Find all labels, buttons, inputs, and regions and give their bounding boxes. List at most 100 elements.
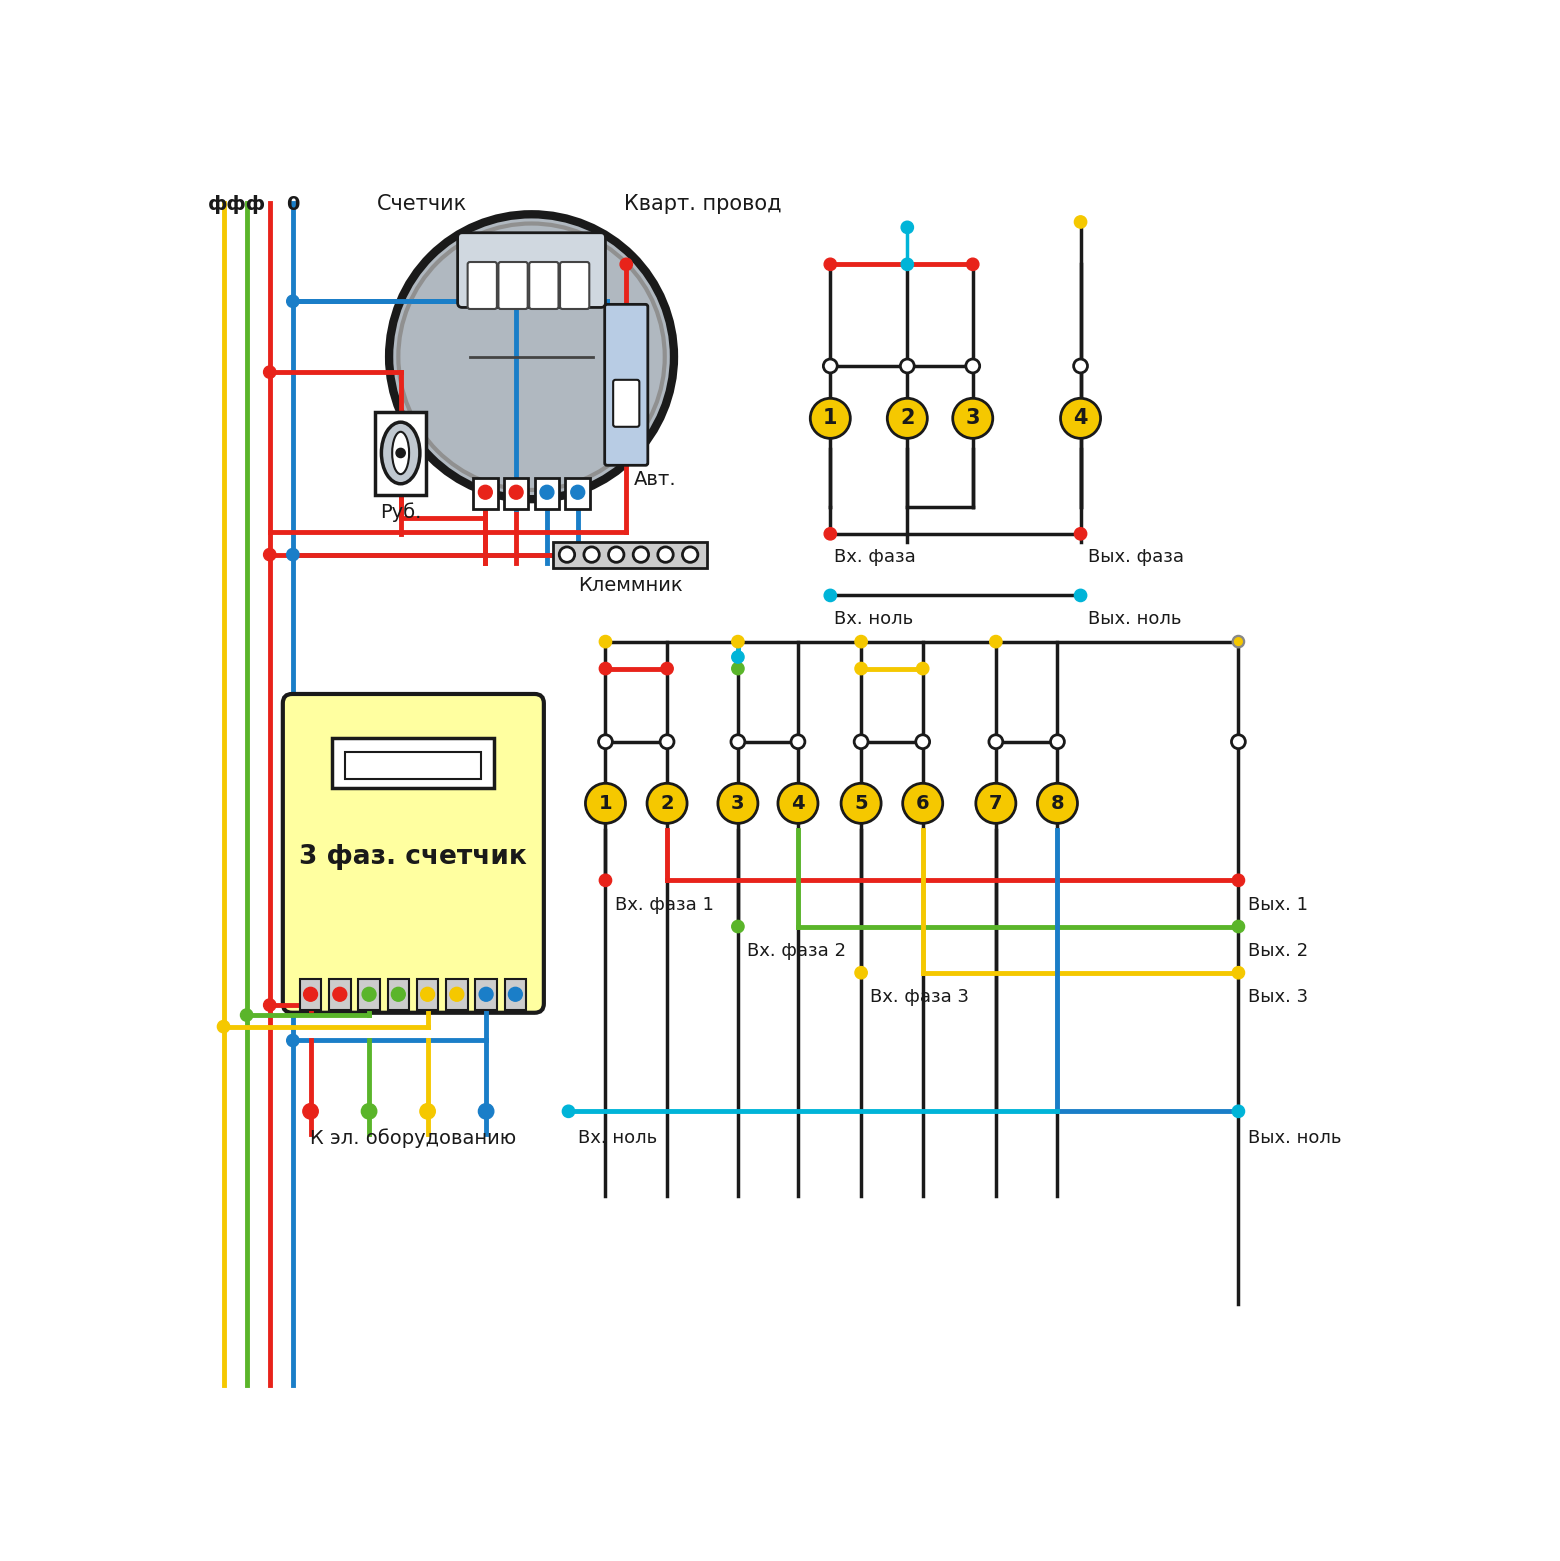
Circle shape [583, 546, 599, 562]
FancyBboxPatch shape [529, 262, 558, 309]
Circle shape [562, 1105, 574, 1118]
FancyBboxPatch shape [468, 262, 498, 309]
Circle shape [732, 651, 744, 663]
Circle shape [1075, 215, 1087, 228]
Circle shape [855, 966, 867, 979]
Circle shape [824, 528, 836, 540]
Circle shape [599, 635, 612, 648]
Circle shape [900, 359, 914, 373]
Circle shape [240, 1008, 253, 1021]
Text: Счетчик: Счетчик [378, 194, 468, 214]
Circle shape [1073, 359, 1087, 373]
Circle shape [332, 988, 346, 1001]
Text: 1: 1 [824, 409, 838, 428]
FancyBboxPatch shape [345, 752, 480, 779]
Circle shape [388, 214, 674, 500]
Circle shape [989, 735, 1003, 749]
Circle shape [585, 784, 626, 823]
Circle shape [303, 1104, 318, 1119]
Circle shape [658, 546, 674, 562]
Circle shape [264, 548, 276, 560]
Circle shape [479, 988, 493, 1001]
FancyBboxPatch shape [560, 262, 590, 309]
Text: Вых. фаза: Вых. фаза [1089, 548, 1184, 567]
Text: 4: 4 [1073, 409, 1087, 428]
FancyBboxPatch shape [300, 979, 321, 1010]
Circle shape [1232, 1105, 1245, 1118]
Circle shape [824, 588, 836, 601]
Ellipse shape [381, 421, 420, 484]
FancyBboxPatch shape [387, 979, 409, 1010]
Text: Вх. фаза 1: Вх. фаза 1 [615, 896, 713, 913]
Circle shape [810, 398, 850, 439]
Circle shape [732, 635, 744, 648]
FancyBboxPatch shape [476, 979, 498, 1010]
Circle shape [1232, 921, 1245, 932]
Text: Вх. фаза: Вх. фаза [835, 548, 916, 567]
Circle shape [732, 735, 744, 749]
Text: Кварт. провод: Кварт. провод [624, 194, 782, 214]
Text: Вых. 1: Вых. 1 [1248, 896, 1307, 913]
Circle shape [1234, 638, 1242, 645]
Circle shape [608, 546, 624, 562]
Circle shape [420, 1104, 435, 1119]
Circle shape [287, 1035, 300, 1046]
Circle shape [902, 222, 914, 234]
Circle shape [1061, 398, 1100, 439]
FancyBboxPatch shape [457, 233, 605, 308]
Ellipse shape [392, 432, 409, 475]
Circle shape [264, 999, 276, 1012]
Circle shape [1232, 874, 1245, 887]
Circle shape [599, 662, 612, 674]
Text: 4: 4 [791, 795, 805, 813]
Circle shape [903, 784, 942, 823]
Circle shape [449, 988, 463, 1001]
Text: 0: 0 [285, 195, 300, 214]
Circle shape [1050, 735, 1064, 749]
Circle shape [509, 485, 523, 500]
Text: 1: 1 [599, 795, 612, 813]
Circle shape [855, 735, 867, 749]
Text: 2: 2 [900, 409, 914, 428]
Circle shape [599, 874, 612, 887]
Circle shape [1075, 588, 1087, 601]
FancyBboxPatch shape [473, 478, 498, 509]
Circle shape [902, 258, 914, 270]
Circle shape [841, 784, 881, 823]
Text: Вх. ноль: Вх. ноль [835, 609, 914, 628]
Text: Вых. 2: Вых. 2 [1248, 943, 1307, 960]
Circle shape [287, 295, 300, 308]
Circle shape [1232, 966, 1245, 979]
Circle shape [1037, 784, 1078, 823]
Text: ффф: ффф [209, 195, 267, 214]
Circle shape [977, 784, 1016, 823]
Circle shape [421, 988, 435, 1001]
Text: Руб.: Руб. [381, 503, 421, 521]
FancyBboxPatch shape [613, 379, 640, 426]
Circle shape [1231, 735, 1245, 749]
Text: Вых. 3: Вых. 3 [1248, 988, 1307, 1007]
Circle shape [660, 735, 674, 749]
Circle shape [633, 546, 649, 562]
Circle shape [362, 988, 376, 1001]
Circle shape [916, 735, 930, 749]
FancyBboxPatch shape [332, 738, 495, 788]
Text: 5: 5 [855, 795, 867, 813]
Circle shape [718, 784, 758, 823]
Text: Авт.: Авт. [633, 470, 677, 490]
FancyBboxPatch shape [605, 304, 647, 465]
Text: К эл. оборудованию: К эл. оборудованию [310, 1129, 516, 1147]
FancyBboxPatch shape [282, 695, 544, 1013]
Circle shape [479, 485, 493, 500]
Text: Клеммник: Клеммник [577, 576, 682, 595]
Circle shape [396, 448, 406, 457]
Circle shape [953, 398, 992, 439]
Circle shape [1234, 638, 1242, 645]
FancyBboxPatch shape [504, 478, 529, 509]
FancyBboxPatch shape [376, 412, 426, 495]
Circle shape [287, 548, 300, 560]
Circle shape [1075, 528, 1087, 540]
Circle shape [392, 988, 406, 1001]
Text: Вх. фаза 3: Вх. фаза 3 [870, 988, 969, 1007]
Text: Вых. ноль: Вых. ноль [1089, 609, 1182, 628]
